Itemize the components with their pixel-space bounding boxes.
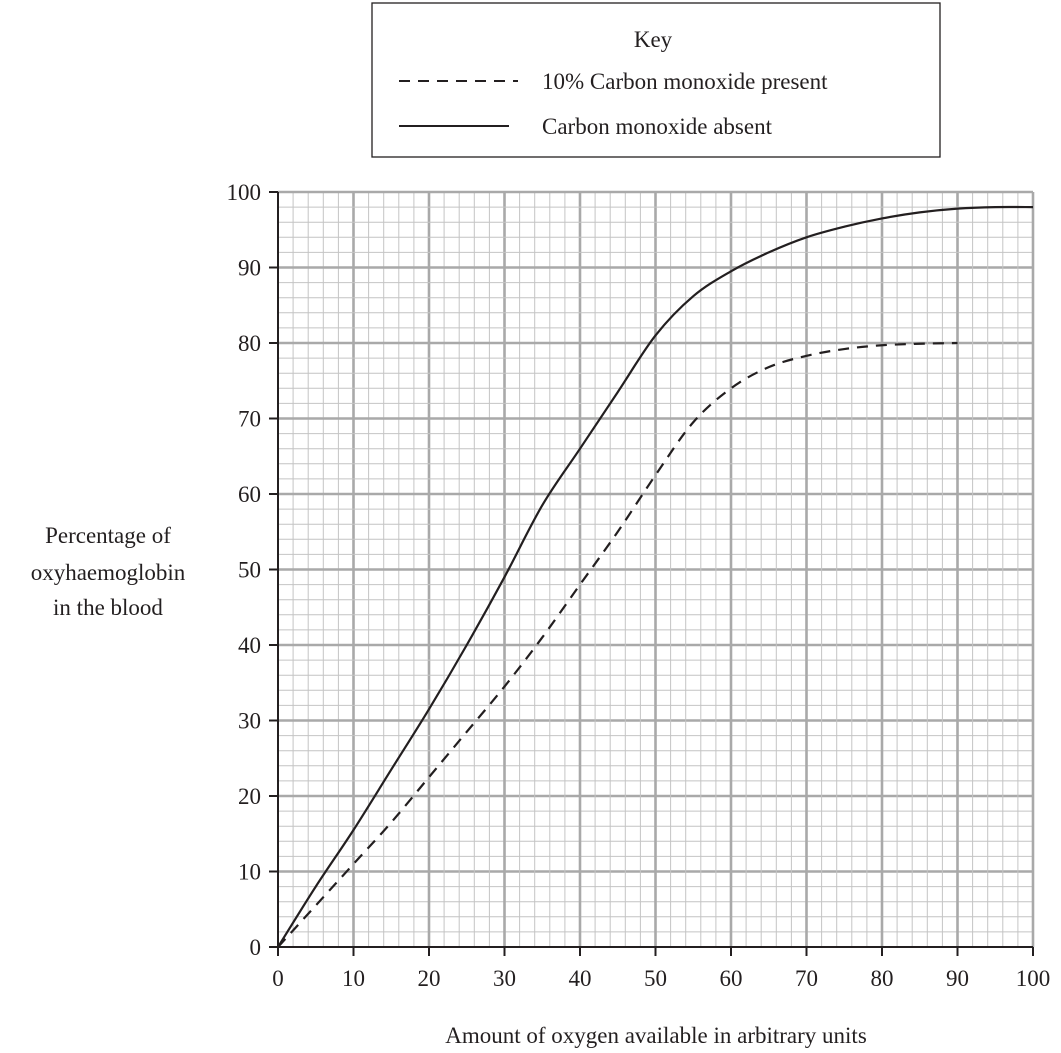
legend-label-co-absent: Carbon monoxide absent <box>542 114 773 139</box>
x-axis-title: Amount of oxygen available in arbitrary … <box>445 1023 867 1048</box>
y-tick-label: 30 <box>238 709 261 734</box>
y-tick-label: 100 <box>227 180 262 205</box>
legend-label-co-present: 10% Carbon monoxide present <box>542 69 828 94</box>
y-tick-label: 90 <box>238 256 261 281</box>
x-tick-label: 70 <box>795 966 818 991</box>
x-tick-label: 60 <box>720 966 743 991</box>
axes: 0 10 20 30 40 50 60 70 80 90 100 0 10 20 30 40 50 60 70 80 9… <box>227 180 1051 991</box>
series-lines <box>277 205 1034 948</box>
y-tick-label: 20 <box>238 784 261 809</box>
y-axis-title-line-1: Percentage of <box>45 523 171 548</box>
x-tick-label: 10 <box>342 966 365 991</box>
y-tick-label: 0 <box>250 935 262 960</box>
y-axis-title-line-2: oxyhaemoglobin <box>31 560 186 585</box>
x-tick-label: 0 <box>272 966 284 991</box>
x-tick-label: 50 <box>644 966 667 991</box>
y-tick-label: 50 <box>238 558 261 583</box>
y-tick-label: 60 <box>238 482 261 507</box>
grid <box>278 190 1035 947</box>
x-tick-label: 30 <box>493 966 516 991</box>
y-tick-label: 10 <box>238 860 261 885</box>
x-tick-label: 80 <box>871 966 894 991</box>
y-tick-label: 70 <box>238 407 261 432</box>
legend: Key 10% Carbon monoxide present Carbon m… <box>371 2 941 158</box>
y-axis-title: Percentage of oxyhaemoglobin in the bloo… <box>31 523 186 620</box>
series-line-co-absent <box>277 205 1034 948</box>
legend-title: Key <box>634 27 673 52</box>
x-tick-label: 20 <box>418 966 441 991</box>
series-line-co-present <box>277 341 958 948</box>
x-tick-label: 40 <box>569 966 592 991</box>
x-tick-label: 100 <box>1016 966 1051 991</box>
y-tick-label: 40 <box>238 633 261 658</box>
y-axis-title-line-3: in the blood <box>53 595 163 620</box>
x-tick-label: 90 <box>946 966 969 991</box>
y-tick-label: 80 <box>238 331 261 356</box>
